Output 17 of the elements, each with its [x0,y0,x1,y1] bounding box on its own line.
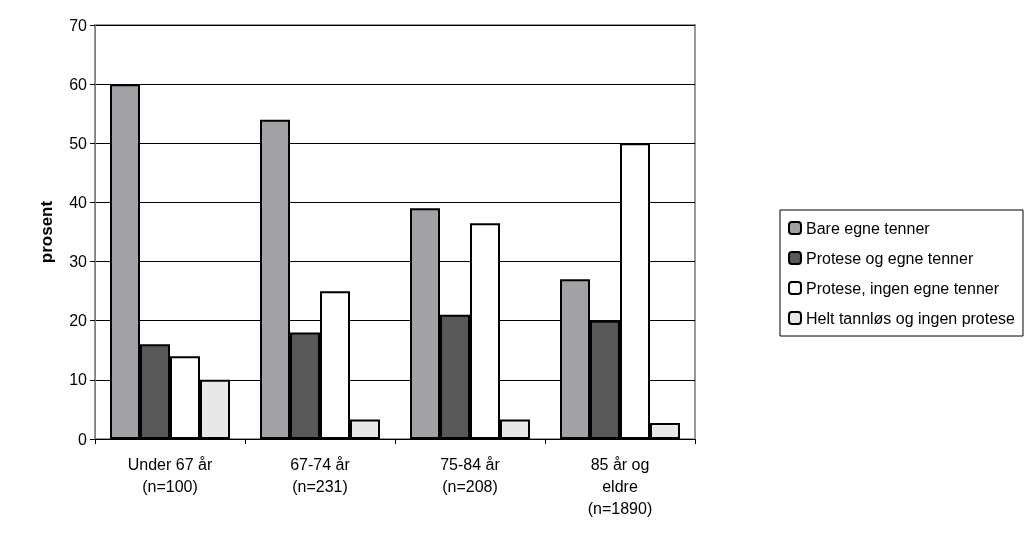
y-tick-label: 20 [69,312,88,330]
x-tick-label: 85 år og eldre (n=1890) [587,455,653,517]
legend-label: Protese, ingen egne tenner [805,279,1000,297]
y-tick-label: 10 [69,371,88,389]
x-tick-label: 67-74 år (n=231) [290,455,351,495]
y-tick-label: 0 [78,430,88,448]
legend-label: Protese og egne tenner [805,249,974,267]
y-tick-label: 70 [69,16,88,34]
y-tick-label: 50 [69,134,88,152]
y-tick-label: 60 [69,75,88,93]
y-axis-title: prosent [37,200,56,264]
legend-label: Bare egne tenner [805,219,931,237]
y-tick-label: 30 [69,253,88,271]
x-tick-label: Under 67 år (n=100) [127,455,213,495]
y-tick-label: 40 [69,193,88,211]
legend-label: Helt tannløs og ingen protese [805,309,1016,327]
x-tick-label: 75-84 år (n=208) [440,455,501,495]
